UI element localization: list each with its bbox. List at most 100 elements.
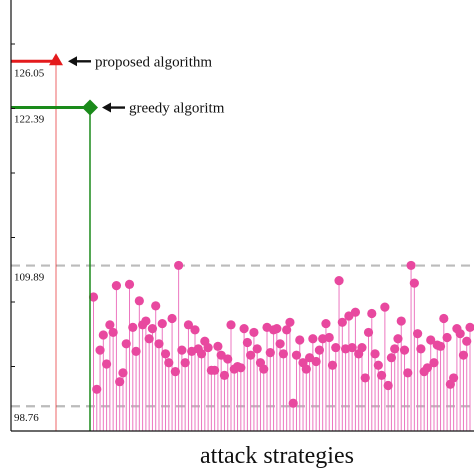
- data-point-26: [174, 260, 184, 271]
- y-tick-label-0: 126.05: [14, 67, 45, 79]
- data-point-40: [219, 370, 230, 380]
- data-point-65: [301, 364, 311, 374]
- y-tick-label-3: 98.76: [14, 412, 39, 424]
- data-point-89: [380, 302, 390, 312]
- data-point-20: [154, 339, 164, 349]
- data-point-84: [363, 327, 374, 338]
- data-point-46: [239, 324, 249, 334]
- data-point-23: [164, 358, 174, 368]
- data-point-8: [115, 377, 125, 387]
- data-point-68: [311, 356, 321, 367]
- data-point-90: [383, 380, 393, 391]
- data-point-35: [203, 342, 213, 353]
- data-point-99: [413, 329, 423, 339]
- data-point-13: [131, 346, 141, 356]
- data-point-19: [151, 301, 161, 311]
- data-point-87: [373, 360, 383, 370]
- data-point-94: [396, 316, 406, 326]
- data-point-49: [249, 327, 259, 338]
- data-point-11: [124, 279, 135, 289]
- data-point-6: [108, 327, 118, 338]
- annotation-diamond-marker: [82, 99, 98, 116]
- annotation-label-0: proposed algorithm: [95, 54, 212, 70]
- data-point-73: [327, 360, 338, 370]
- data-point-27: [177, 345, 187, 355]
- data-point-96: [403, 368, 413, 378]
- data-point-110: [449, 373, 459, 383]
- data-point-28: [180, 358, 190, 368]
- data-point-79: [347, 342, 357, 353]
- data-point-16: [141, 316, 151, 326]
- data-point-69: [314, 345, 324, 355]
- data-point-14: [134, 296, 144, 306]
- data-point-50: [252, 344, 262, 354]
- data-point-115: [465, 322, 474, 332]
- data-point-54: [265, 348, 275, 358]
- data-point-76: [337, 317, 347, 327]
- data-point-100: [416, 344, 426, 354]
- data-point-102: [422, 363, 433, 373]
- stems: [93, 265, 471, 431]
- data-point-17: [144, 334, 154, 344]
- data-point-56: [272, 324, 282, 334]
- data-point-21: [157, 318, 167, 329]
- data-point-12: [128, 322, 138, 332]
- data-point-62: [291, 350, 302, 360]
- data-point-48: [246, 350, 256, 360]
- data-point-47: [242, 337, 252, 348]
- data-point-88: [377, 370, 387, 380]
- data-point-10: [121, 339, 131, 349]
- data-point-91: [386, 353, 397, 363]
- data-point-38: [213, 341, 223, 351]
- data-point-98: [409, 278, 419, 288]
- data-point-24: [167, 313, 177, 324]
- data-point-4: [101, 359, 112, 369]
- data-point-57: [275, 339, 285, 349]
- data-point-33: [196, 349, 207, 359]
- data-point-97: [406, 260, 416, 271]
- data-point-31: [190, 325, 200, 335]
- data-point-2: [95, 345, 105, 355]
- data-point-114: [462, 336, 472, 346]
- data-point-71: [321, 318, 331, 329]
- data-point-82: [357, 342, 367, 353]
- data-point-61: [288, 398, 298, 408]
- data-point-106: [435, 341, 446, 351]
- data-point-42: [226, 320, 236, 330]
- y-tick-label-2: 109.89: [14, 272, 45, 284]
- annotation-arrow-head-0: [68, 56, 77, 67]
- data-point-108: [442, 332, 452, 343]
- data-point-103: [426, 335, 436, 345]
- data-point-58: [278, 349, 288, 359]
- annotation-label-1: greedy algoritm: [129, 101, 225, 117]
- data-point-83: [360, 373, 370, 383]
- data-point-107: [439, 313, 449, 324]
- data-point-75: [334, 275, 344, 286]
- axes: [10, 0, 474, 432]
- data-point-41: [223, 354, 233, 364]
- y-tick-label-1: 122.39: [14, 114, 45, 126]
- data-point-60: [285, 317, 295, 327]
- data-point-18: [147, 324, 158, 334]
- reference-lines: [11, 264, 474, 408]
- data-point-92: [390, 344, 400, 354]
- data-point-72: [324, 332, 334, 343]
- annotation-triangle-marker: [49, 53, 63, 66]
- data-point-85: [367, 308, 377, 319]
- data-point-74: [331, 342, 341, 353]
- y-ticks: [11, 43, 15, 367]
- data-point-104: [429, 358, 439, 368]
- annotation-arrow-head-1: [102, 102, 111, 113]
- data-points: [88, 260, 474, 408]
- x-axis-label: attack strategies: [200, 443, 354, 469]
- data-point-9: [118, 368, 128, 378]
- annotations: proposed algorithm greedy algoritm: [11, 53, 225, 431]
- data-point-80: [350, 307, 361, 317]
- data-point-37: [210, 365, 220, 375]
- data-point-1: [92, 384, 102, 394]
- data-point-93: [393, 334, 403, 344]
- data-point-45: [236, 363, 246, 373]
- data-point-5: [105, 320, 115, 330]
- data-point-7: [111, 281, 122, 291]
